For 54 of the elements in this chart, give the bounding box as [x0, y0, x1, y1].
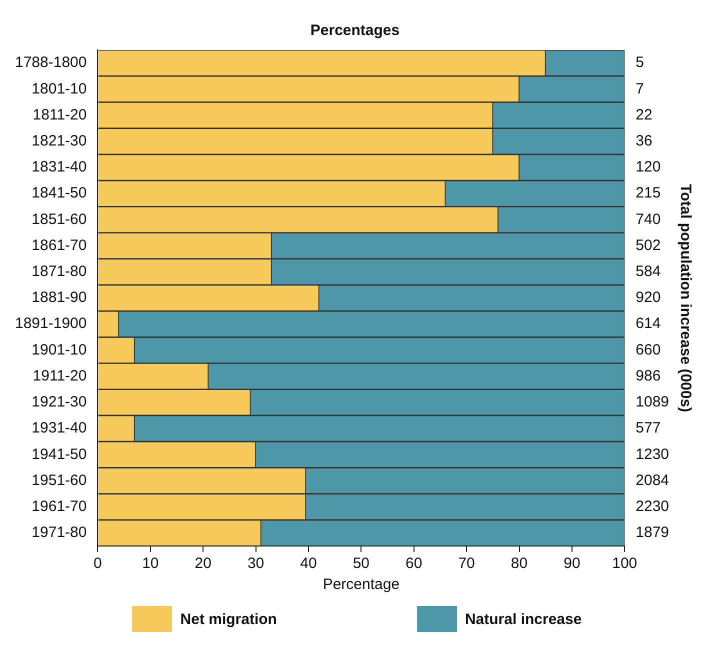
y2-tick-label: 36: [636, 132, 652, 150]
y-tick-label: 1788-1800: [15, 54, 87, 72]
y2-tick-label: 920: [636, 289, 661, 306]
x-tick-label: 70: [458, 555, 475, 572]
x-tick-label: 50: [352, 555, 370, 572]
x-tick-label: 10: [142, 555, 159, 572]
y-tick-label: 1821-30: [32, 132, 87, 150]
x-tick-label: 90: [564, 555, 580, 572]
y2-tick-label: 1230: [636, 446, 670, 463]
y2-tick-label: 986: [636, 367, 661, 384]
y-tick-label: 1931-40: [32, 420, 87, 437]
y2-tick-label: 2230: [636, 498, 670, 515]
y2-tick-label: 584: [636, 263, 661, 280]
y2-tick-label: 1879: [636, 524, 670, 542]
x-tick-label: 60: [406, 555, 422, 572]
x-tick-label: 40: [300, 555, 317, 572]
y2-tick-label: 502: [636, 236, 661, 254]
y-tick-label: 1801-10: [32, 80, 87, 98]
y-tick-label: 1841-50: [32, 184, 87, 202]
legend-label: Net migration: [180, 610, 277, 628]
y-tick-label: 1951-60: [32, 472, 87, 489]
y-tick-label: 1881-90: [32, 289, 87, 306]
y-tick-label: 1901-10: [32, 341, 87, 358]
chart-title: Percentages: [310, 22, 400, 40]
y2-tick-label: 215: [636, 184, 661, 202]
y2-tick-label: 7: [636, 80, 644, 98]
y-tick-label: 1811-20: [32, 106, 87, 124]
x-tick-label: 30: [247, 555, 264, 572]
y2-tick-label: 2084: [636, 472, 670, 489]
y-tick-label: 1961-70: [32, 498, 87, 515]
y-tick-label: 1851-60: [32, 210, 87, 228]
y-tick-label: 1921-30: [32, 394, 87, 411]
y2-tick-label: 577: [636, 420, 661, 437]
y-tick-label: 1971-80: [32, 524, 87, 542]
y2-tick-label: 1089: [636, 394, 670, 411]
x-tick-label: 100: [612, 555, 638, 572]
y2-axis-title: Total population increase (000s): [676, 184, 694, 412]
y-tick-label: 1941-50: [32, 446, 87, 463]
legend-label: Natural increase: [464, 610, 582, 628]
y2-tick-label: 22: [636, 106, 652, 124]
y2-tick-label: 740: [636, 210, 661, 228]
y-tick-label: 1861-70: [32, 236, 87, 254]
y2-tick-label: 660: [636, 341, 661, 358]
y-tick-label: 1911-20: [32, 367, 87, 384]
y-tick-label: 1871-80: [32, 263, 87, 280]
y2-tick-label: 5: [636, 54, 644, 72]
x-tick-label: 20: [194, 555, 212, 572]
y2-tick-label: 120: [636, 158, 661, 176]
y-tick-label: 1831-40: [32, 158, 87, 176]
y2-tick-label: 614: [636, 315, 661, 332]
y-tick-label: 1891-1900: [15, 315, 87, 332]
x-axis-title: Percentage: [322, 576, 400, 594]
x-tick-label: 80: [510, 555, 528, 572]
x-tick-label: 0: [94, 555, 102, 572]
